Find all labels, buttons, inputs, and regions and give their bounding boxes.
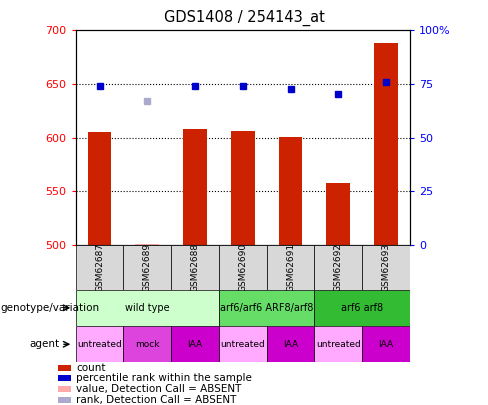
Text: rank, Detection Call = ABSENT: rank, Detection Call = ABSENT (76, 395, 237, 405)
Bar (183, 129, 207, 245)
Bar (123, 245, 171, 290)
Text: arf6 arf8: arf6 arf8 (341, 303, 383, 313)
Bar (59, 375, 71, 382)
Text: untreated: untreated (221, 340, 265, 349)
Bar (59, 397, 71, 403)
Bar (326, 183, 350, 245)
Text: value, Detection Call = ABSENT: value, Detection Call = ABSENT (76, 384, 242, 394)
Text: GSM62691: GSM62691 (286, 243, 295, 292)
Bar (59, 386, 71, 392)
Bar (314, 245, 362, 290)
Text: GSM62692: GSM62692 (334, 243, 343, 292)
Bar (171, 245, 219, 290)
Bar (171, 326, 219, 362)
Bar (219, 290, 314, 326)
Bar (266, 245, 314, 290)
Text: untreated: untreated (77, 340, 122, 349)
Text: arf6/arf6 ARF8/arf8: arf6/arf6 ARF8/arf8 (220, 303, 313, 313)
Bar (314, 290, 410, 326)
Bar (76, 326, 123, 362)
Bar (219, 245, 266, 290)
Text: mock: mock (135, 340, 160, 349)
Text: untreated: untreated (316, 340, 361, 349)
Bar (219, 326, 266, 362)
Bar (87, 132, 111, 245)
Text: IAA: IAA (379, 340, 394, 349)
Text: GDS1408 / 254143_at: GDS1408 / 254143_at (163, 10, 325, 26)
Bar (362, 245, 410, 290)
Text: GSM62689: GSM62689 (143, 243, 152, 292)
Text: GSM62687: GSM62687 (95, 243, 104, 292)
Bar (231, 131, 255, 245)
Text: wild type: wild type (125, 303, 170, 313)
Text: percentile rank within the sample: percentile rank within the sample (76, 373, 252, 384)
Text: count: count (76, 363, 106, 373)
Bar (314, 326, 362, 362)
Text: GSM62693: GSM62693 (382, 243, 390, 292)
Bar (123, 326, 171, 362)
Bar (266, 326, 314, 362)
Bar (59, 365, 71, 371)
Text: GSM62688: GSM62688 (190, 243, 200, 292)
Bar (135, 244, 159, 245)
Text: GSM62690: GSM62690 (238, 243, 247, 292)
Bar (362, 326, 410, 362)
Text: IAA: IAA (283, 340, 298, 349)
Text: genotype/variation: genotype/variation (0, 303, 99, 313)
Text: IAA: IAA (187, 340, 203, 349)
Bar (279, 136, 303, 245)
Bar (76, 290, 219, 326)
Text: agent: agent (29, 339, 60, 349)
Bar (76, 245, 123, 290)
Bar (374, 43, 398, 245)
